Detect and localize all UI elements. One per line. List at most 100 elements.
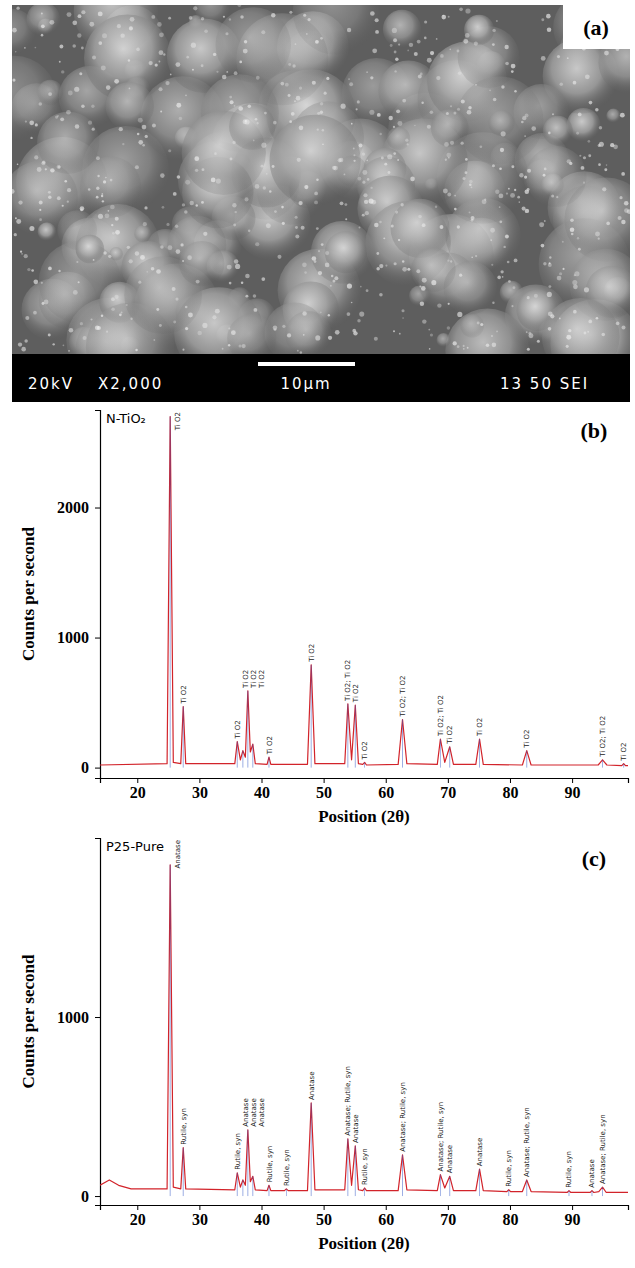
- sem-speckle: [229, 282, 232, 285]
- sem-speckle: [160, 110, 162, 112]
- sem-speckle: [541, 18, 544, 21]
- sem-speckle: [121, 312, 123, 314]
- sem-speckle: [519, 173, 523, 177]
- sem-speckle: [351, 123, 353, 125]
- peak-reference: [623, 764, 624, 768]
- sem-speckle: [140, 255, 145, 260]
- sem-speckle: [369, 110, 374, 115]
- sem-speckle: [119, 313, 122, 316]
- sem-speckle: [618, 216, 622, 220]
- sem-speckle: [196, 204, 198, 206]
- sem-speckle: [117, 24, 121, 28]
- sem-speckle: [42, 302, 45, 305]
- sem-speckle: [308, 18, 311, 21]
- sem-speckle: [172, 287, 176, 291]
- sem-speckle: [304, 271, 307, 274]
- sem-speckle: [584, 287, 589, 292]
- sem-speckle: [264, 112, 267, 115]
- sem-speckle: [475, 84, 477, 86]
- sem-particle: [460, 314, 484, 338]
- sem-speckle: [74, 87, 79, 92]
- sem-speckle: [376, 252, 379, 255]
- sem-speckle: [602, 187, 606, 191]
- sem-speckle: [182, 349, 184, 351]
- sem-speckle: [357, 100, 360, 103]
- sem-speckle: [197, 331, 201, 335]
- sem-speckle: [92, 56, 96, 60]
- sem-speckle: [27, 268, 30, 271]
- sem-speckle: [238, 5, 242, 7]
- sem-speckle: [261, 30, 265, 34]
- sem-speckle: [511, 305, 513, 307]
- peak-label: Anatase: [588, 1159, 596, 1188]
- sem-speckle: [377, 113, 381, 117]
- sem-speckle: [551, 194, 554, 197]
- sem-speckle: [518, 201, 520, 203]
- sem-speckle: [296, 96, 301, 101]
- sem-speckle: [294, 100, 296, 102]
- sem-speckle: [444, 142, 449, 147]
- sem-speckle: [256, 122, 258, 124]
- sem-speckle: [398, 239, 400, 241]
- sem-speckle: [547, 28, 552, 33]
- sem-particle: [431, 109, 469, 147]
- sem-speckle: [503, 246, 505, 248]
- sem-speckle: [25, 316, 29, 320]
- x-tick: 90: [565, 1205, 581, 1228]
- x-tick-mark: [572, 1205, 573, 1210]
- sem-speckle: [480, 323, 483, 326]
- x-tick-label: 20: [130, 784, 146, 801]
- sem-particle: [526, 146, 587, 207]
- x-tick: 50: [316, 1205, 332, 1228]
- sem-speckle: [598, 163, 601, 166]
- sem-speckle: [366, 71, 368, 73]
- sem-speckle: [228, 344, 230, 346]
- sem-speckle: [83, 336, 87, 340]
- sem-speckle: [360, 286, 362, 288]
- sem-speckle: [504, 45, 508, 49]
- sem-speckle: [548, 263, 552, 267]
- peak-label: Ti O2: [476, 718, 484, 737]
- x-tick: 70: [440, 1205, 456, 1228]
- x-tick-label: 40: [254, 1211, 270, 1228]
- sem-speckle: [101, 315, 103, 317]
- sem-speckle: [238, 106, 243, 111]
- sem-speckle: [480, 145, 483, 148]
- sem-speckle: [359, 144, 363, 148]
- sem-speckle: [372, 48, 377, 53]
- peak-reference: [347, 1139, 348, 1196]
- peak-reference: [347, 704, 348, 768]
- sem-speckle: [266, 173, 268, 175]
- sem-speckle: [496, 331, 498, 333]
- peak-label: Ti O2: [258, 670, 266, 689]
- sem-speckle: [102, 33, 107, 38]
- sem-speckle: [527, 348, 530, 351]
- x-tick: 20: [130, 1205, 146, 1228]
- peak-reference: [568, 1191, 569, 1196]
- sem-speckle: [96, 187, 99, 190]
- sem-speckle: [467, 110, 472, 115]
- sem-speckle: [328, 336, 332, 340]
- sem-speckle: [465, 33, 470, 38]
- sem-speckle: [559, 272, 562, 275]
- sem-speckle: [155, 64, 158, 67]
- figure: 20kVX2,00010μm13 50 SEI(a)20304050607080…: [0, 0, 635, 1268]
- sem-speckle: [35, 123, 38, 126]
- y-axis-line: [95, 839, 101, 1206]
- sem-speckle: [18, 200, 22, 204]
- sem-speckle: [362, 214, 365, 217]
- sem-speckle: [332, 279, 335, 282]
- sem-speckle: [106, 85, 111, 90]
- sem-speckle: [359, 227, 361, 229]
- sem-speckle: [263, 186, 266, 189]
- sem-speckle: [392, 28, 397, 33]
- peak-reference: [242, 1180, 243, 1196]
- sem-speckle: [115, 230, 120, 235]
- sem-speckle: [499, 206, 501, 208]
- sem-speckle: [379, 264, 383, 268]
- sem-speckle: [255, 184, 260, 189]
- sem-speckle: [550, 314, 554, 318]
- sem-speckle: [422, 223, 426, 227]
- x-tick-label: 90: [565, 1211, 581, 1228]
- sem-speckle: [135, 349, 138, 352]
